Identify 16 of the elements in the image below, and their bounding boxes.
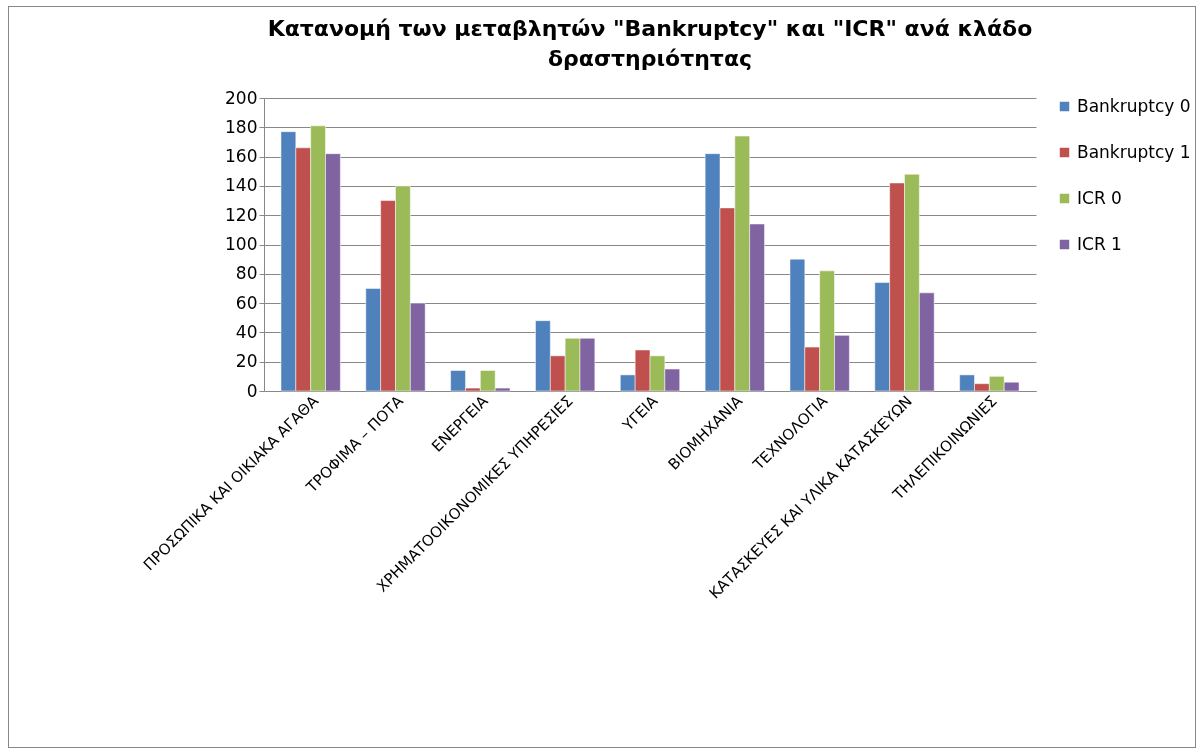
- y-tick-label: 180: [225, 116, 258, 137]
- y-tick-label: 140: [225, 175, 258, 196]
- y-tick-label: 60: [235, 292, 258, 313]
- y-tick-label: 160: [225, 146, 258, 167]
- legend-label: Bankruptcy 0: [1077, 95, 1191, 116]
- y-tick-label: 200: [225, 87, 258, 108]
- y-tick-label: 100: [225, 234, 258, 254]
- y-tick-label: 40: [235, 321, 258, 342]
- chart-title: Κατανομή των μεταβλητών "Bankruptcy" και "ICR" ανά κλάδο δραστηριότητας: [267, 16, 1033, 71]
- legend-label: ICR 1: [1077, 233, 1122, 254]
- legend-label: Bankruptcy 1: [1077, 141, 1191, 162]
- y-tick-label: 80: [235, 263, 258, 284]
- y-tick-label: 20: [235, 351, 258, 372]
- y-tick-label: 120: [225, 204, 258, 225]
- legend-label: ICR 0: [1077, 187, 1122, 208]
- y-tick-label: 0: [246, 380, 258, 401]
